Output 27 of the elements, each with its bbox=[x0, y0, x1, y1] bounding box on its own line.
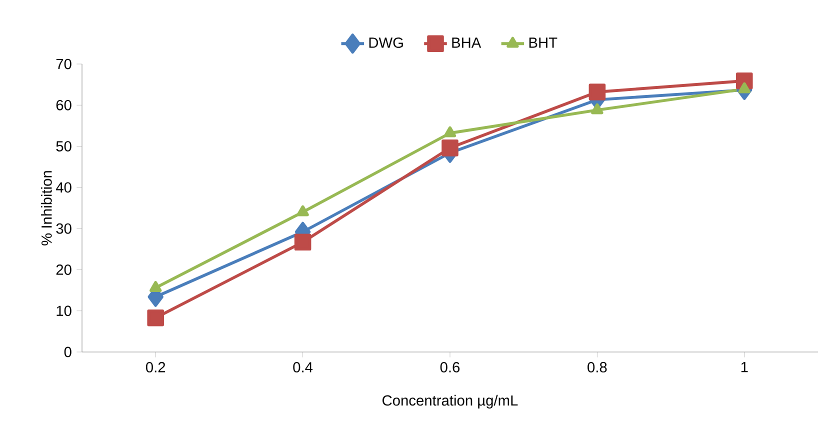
x-tick-label: 0.8 bbox=[588, 362, 607, 372]
point bbox=[150, 281, 162, 292]
x-tick-label: 0.2 bbox=[146, 362, 166, 372]
point bbox=[591, 103, 604, 114]
y-tick-label: 40 bbox=[56, 182, 72, 193]
x-tick-label: 0.6 bbox=[440, 362, 460, 372]
legend-label: BHT bbox=[529, 38, 558, 48]
y-tick-label: 30 bbox=[56, 223, 72, 234]
y-tick-label: 60 bbox=[56, 100, 72, 110]
legend-label: DWG bbox=[369, 38, 403, 48]
point bbox=[738, 82, 750, 94]
point bbox=[588, 84, 606, 100]
legend-label: BHA bbox=[452, 38, 482, 48]
point bbox=[444, 126, 456, 138]
point bbox=[442, 140, 458, 156]
x-tick-label: 0.4 bbox=[293, 362, 313, 372]
x-axis-title: Concentration µg/mL bbox=[382, 394, 518, 409]
point bbox=[296, 205, 309, 216]
y-tick-label: 70 bbox=[56, 58, 72, 70]
y-axis-title: % Inhibition bbox=[41, 171, 52, 246]
x-tick-label: 1 bbox=[741, 362, 748, 372]
point bbox=[294, 234, 312, 251]
y-tick-label: 10 bbox=[56, 306, 72, 316]
y-tick-label: 50 bbox=[56, 141, 72, 152]
y-tick-label: 20 bbox=[56, 264, 72, 275]
point bbox=[147, 309, 164, 326]
y-tick-label: 0 bbox=[64, 346, 72, 358]
